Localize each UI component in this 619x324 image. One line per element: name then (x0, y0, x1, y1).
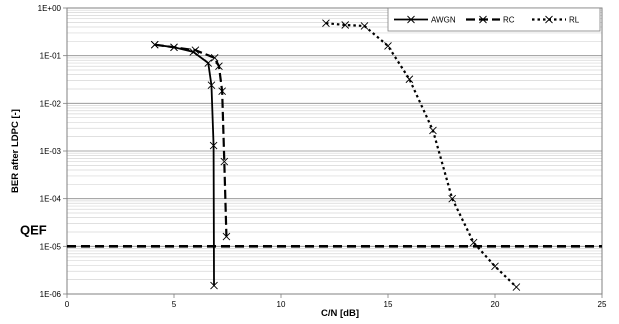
x-tick-label: 0 (65, 300, 70, 309)
y-tick-label: 1E-04 (40, 195, 62, 204)
qef-reference: QEF (20, 222, 602, 248)
x-tick-label: 15 (384, 300, 393, 309)
data-point-rc (210, 54, 219, 62)
data-point-rc (220, 157, 229, 166)
data-point-rl (469, 238, 478, 247)
data-point-rl (322, 19, 330, 28)
y-tick-label: 1E-02 (40, 99, 62, 108)
data-point-rc (222, 232, 231, 241)
legend-marker-rc (479, 15, 487, 24)
data-point-rl (429, 126, 437, 135)
legend-label-rc: RC (503, 16, 515, 25)
legend-marker-awgn (407, 15, 415, 24)
data-point-awgn (209, 141, 218, 150)
data-point-awgn (207, 81, 216, 90)
data-point-rc (170, 43, 178, 52)
series-line-rc (154, 43, 228, 237)
x-tick-label: 5 (172, 300, 177, 309)
data-series (150, 19, 521, 291)
x-tick-label: 25 (598, 300, 607, 309)
y-tick-label: 1E+00 (38, 4, 62, 13)
qef-label: QEF (20, 222, 47, 237)
data-point-awgn (210, 281, 218, 290)
y-tick-label: 1E-03 (40, 147, 62, 156)
data-point-rc (191, 46, 200, 55)
y-tick-labels: 1E+00 1E-01 1E-02 1E-03 1E-04 1E-05 1E-06 (38, 4, 67, 299)
data-point-rc (215, 62, 223, 71)
data-point-rc (218, 87, 226, 95)
legend-label-awgn: AWGN (431, 16, 456, 25)
series-line-rl (325, 22, 518, 288)
data-point-rl (405, 75, 414, 84)
y-tick-label: 1E-01 (40, 52, 62, 61)
data-point-rl (384, 42, 392, 50)
data-point-rl (341, 21, 350, 29)
x-tick-label: 10 (277, 300, 286, 309)
data-point-rc (150, 40, 159, 49)
series-rl (322, 19, 521, 291)
data-point-rl (360, 22, 369, 30)
y-tick-label: 1E-06 (40, 290, 62, 299)
data-point-rl (491, 262, 499, 271)
series-rc (150, 40, 231, 241)
data-point-rl (448, 194, 457, 203)
y-tick-label: 1E-05 (40, 242, 62, 251)
legend-marker-rl (545, 15, 553, 24)
y-axis-title: BER after LDPC [-] (10, 109, 21, 193)
data-point-awgn (204, 59, 213, 67)
legend-label-rl: RL (569, 16, 580, 25)
legend: AWGN RC RL (387, 7, 601, 32)
x-axis-title: C/N [dB] (321, 308, 359, 319)
data-point-rl (512, 283, 521, 291)
x-tick-labels: 0 5 10 15 20 25 (65, 294, 607, 309)
x-tick-label: 20 (491, 300, 500, 309)
